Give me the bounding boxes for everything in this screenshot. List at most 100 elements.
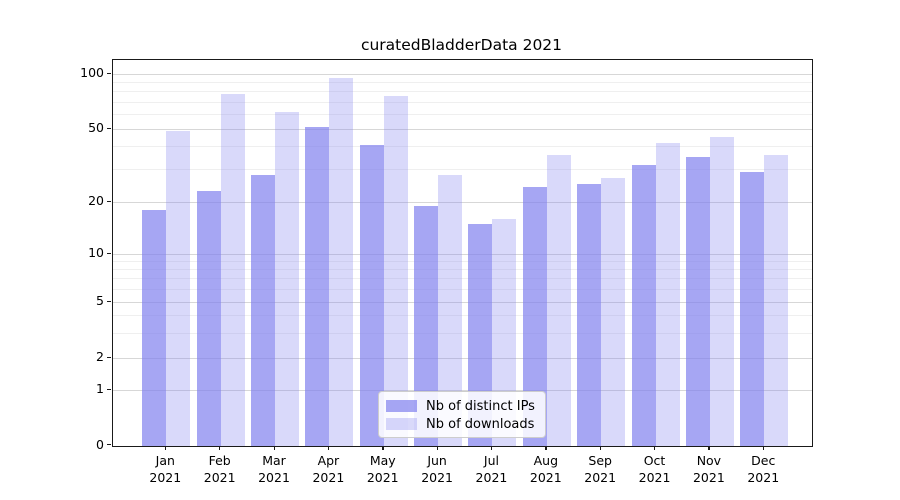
x-tick-label: Aug 2021 bbox=[514, 452, 578, 486]
minor-gridline bbox=[113, 169, 812, 171]
y-tick-mark bbox=[107, 72, 111, 74]
minor-gridline bbox=[113, 146, 812, 148]
x-tick-label: Feb 2021 bbox=[188, 452, 252, 486]
minor-gridline bbox=[113, 268, 812, 270]
bar-downloads bbox=[655, 142, 680, 446]
x-tick-month: Mar bbox=[262, 453, 286, 468]
legend-swatch-downloads bbox=[386, 418, 417, 430]
bar-downloads bbox=[764, 155, 789, 446]
legend: Nb of distinct IPs Nb of downloads bbox=[378, 391, 546, 438]
bar-downloads bbox=[383, 95, 408, 446]
x-tick-year: 2021 bbox=[366, 470, 399, 485]
x-tick-month: Jul bbox=[483, 453, 499, 468]
x-tick-month: Jun bbox=[427, 453, 447, 468]
bar-distinct-ips bbox=[577, 184, 602, 446]
x-tick-month: May bbox=[369, 453, 396, 468]
bar-downloads bbox=[329, 78, 354, 446]
minor-gridline bbox=[113, 260, 812, 262]
plot-area bbox=[112, 59, 813, 447]
legend-label-downloads: Nb of downloads bbox=[426, 416, 535, 432]
bar-downloads bbox=[709, 137, 734, 446]
bar-distinct-ips bbox=[142, 209, 167, 446]
bar-distinct-ips bbox=[631, 164, 656, 446]
x-tick-label: Jul 2021 bbox=[459, 452, 523, 486]
minor-gridline bbox=[113, 91, 812, 93]
x-tick-month: Nov bbox=[696, 453, 722, 468]
bar-distinct-ips bbox=[196, 190, 221, 446]
bar-downloads bbox=[601, 178, 626, 446]
y-tick-mark bbox=[107, 200, 111, 202]
legend-label-distinct-ips: Nb of distinct IPs bbox=[426, 398, 535, 414]
y-tick-mark bbox=[107, 252, 111, 254]
y-tick-mark bbox=[107, 300, 111, 302]
x-tick-mark bbox=[762, 446, 765, 450]
major-gridline bbox=[113, 389, 812, 391]
legend-item-downloads: Nb of downloads bbox=[386, 415, 538, 433]
x-tick-mark bbox=[599, 446, 601, 450]
major-gridline bbox=[113, 128, 812, 130]
y-tick-mark bbox=[107, 388, 111, 390]
y-tick-label: 0 bbox=[96, 436, 104, 452]
minor-gridline bbox=[113, 288, 812, 290]
y-tick-label: 100 bbox=[80, 65, 104, 80]
x-tick-mark bbox=[219, 446, 221, 450]
chart-title: curatedBladderData 2021 bbox=[360, 36, 563, 54]
x-tick-mark bbox=[273, 446, 275, 450]
x-tick-mark bbox=[708, 446, 710, 450]
bar-distinct-ips bbox=[685, 157, 710, 446]
x-tick-year: 2021 bbox=[203, 470, 236, 485]
legend-swatch-distinct-ips bbox=[386, 400, 417, 412]
x-tick-mark bbox=[164, 446, 167, 450]
x-tick-year: 2021 bbox=[638, 470, 671, 485]
x-tick-month: Sep bbox=[588, 453, 612, 468]
y-tick-mark bbox=[107, 444, 111, 446]
x-tick-year: 2021 bbox=[747, 470, 780, 485]
x-tick-month: Dec bbox=[751, 453, 776, 468]
x-tick-year: 2021 bbox=[475, 470, 508, 485]
x-tick-label: Apr 2021 bbox=[296, 452, 360, 486]
x-tick-year: 2021 bbox=[529, 470, 562, 485]
minor-gridline bbox=[113, 114, 812, 116]
x-tick-month: Jan bbox=[155, 453, 175, 468]
x-tick-year: 2021 bbox=[692, 470, 725, 485]
x-tick-mark bbox=[327, 446, 330, 450]
major-gridline bbox=[113, 357, 812, 359]
minor-gridline bbox=[113, 332, 812, 334]
x-tick-year: 2021 bbox=[312, 470, 345, 485]
x-tick-mark bbox=[545, 446, 547, 450]
x-tick-month: Apr bbox=[317, 453, 340, 468]
x-tick-label: Mar 2021 bbox=[242, 452, 306, 486]
x-tick-mark bbox=[654, 446, 656, 450]
y-tick-label: 1 bbox=[96, 381, 104, 396]
x-tick-label: Oct 2021 bbox=[623, 452, 687, 486]
y-tick-label: 50 bbox=[88, 120, 104, 135]
x-tick-month: Feb bbox=[208, 453, 231, 468]
legend-item-distinct-ips: Nb of distinct IPs bbox=[386, 397, 538, 415]
y-tick-mark bbox=[107, 356, 111, 358]
x-tick-mark bbox=[436, 446, 438, 450]
x-tick-year: 2021 bbox=[421, 470, 453, 485]
y-tick-mark bbox=[107, 127, 111, 129]
major-gridline bbox=[113, 73, 812, 75]
bar-distinct-ips bbox=[740, 172, 765, 446]
y-tick-label: 5 bbox=[96, 293, 104, 308]
minor-gridline bbox=[113, 101, 812, 103]
minor-gridline bbox=[113, 278, 812, 280]
x-tick-label: May 2021 bbox=[351, 452, 415, 486]
major-gridline bbox=[113, 253, 812, 255]
minor-gridline bbox=[113, 81, 812, 83]
y-tick-label: 20 bbox=[88, 193, 104, 208]
x-tick-month: Oct bbox=[643, 453, 666, 468]
bar-distinct-ips bbox=[305, 127, 330, 446]
x-tick-label: Jan 2021 bbox=[133, 452, 197, 486]
x-tick-mark bbox=[490, 446, 493, 450]
x-tick-label: Sep 2021 bbox=[568, 452, 632, 486]
x-tick-label: Dec 2021 bbox=[731, 452, 795, 486]
y-tick-label: 2 bbox=[96, 349, 104, 364]
x-tick-year: 2021 bbox=[258, 470, 290, 485]
major-gridline bbox=[113, 301, 812, 303]
x-tick-month: Aug bbox=[533, 453, 559, 468]
bar-downloads bbox=[546, 155, 571, 446]
major-gridline bbox=[113, 201, 812, 203]
